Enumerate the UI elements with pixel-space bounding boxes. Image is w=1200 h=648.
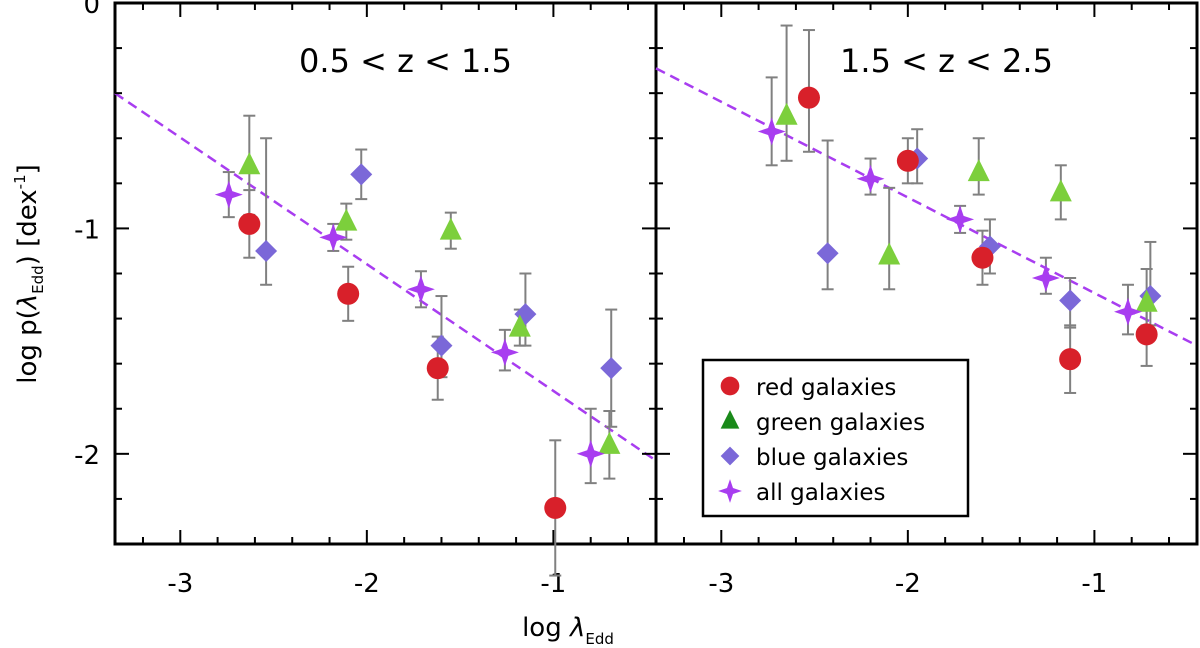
panel-2-point-blue xyxy=(816,242,839,265)
panel-2-point-all xyxy=(1114,297,1142,326)
panel-2-point-green xyxy=(967,159,990,182)
panel-1-frame xyxy=(113,1,658,546)
panel-1-point-green xyxy=(508,314,531,337)
panel-2-point-all xyxy=(757,117,786,146)
panel-2-point-all xyxy=(856,164,885,193)
panel-1-title: 0.5 < z < 1.5 xyxy=(299,42,512,80)
panel-2-point-red xyxy=(896,149,919,172)
x-axis-title: log λEdd xyxy=(522,613,614,644)
panel-1-point-green xyxy=(598,431,621,454)
panel-1-point-all xyxy=(490,338,519,367)
panel-1-point-green xyxy=(238,152,261,175)
panel-1-point-all xyxy=(214,180,243,209)
x-axis-title-symbol: λ xyxy=(568,613,585,643)
y-tick-label: -2 xyxy=(74,441,100,471)
legend-marker-all xyxy=(718,479,742,503)
panel-1-point-red xyxy=(426,357,449,380)
panel-2-x-tick-label: -1 xyxy=(1081,569,1107,599)
legend-marker-red xyxy=(720,376,740,396)
panel-2-point-all xyxy=(1031,264,1060,292)
panel-2-point-green xyxy=(1135,289,1158,312)
y-tick-label: -1 xyxy=(74,215,100,245)
panel-1-point-blue xyxy=(255,239,278,262)
panel-1-x-tick-label: -1 xyxy=(540,569,566,599)
panel-2-x-tick-label: -3 xyxy=(708,569,734,599)
panel-2-point-green xyxy=(1049,179,1072,202)
y-axis-title-symbol: λ xyxy=(13,294,43,311)
panel-2-x-tick-label: -2 xyxy=(895,569,921,599)
panel-1-point-green xyxy=(335,208,358,231)
x-axis-title-prefix: log xyxy=(522,613,570,643)
panel-2-point-blue xyxy=(1059,289,1082,312)
panel-1-point-green xyxy=(439,217,462,240)
legend: red galaxies green galaxies blue galaxies a… xyxy=(701,358,970,518)
panel-1-point-blue xyxy=(600,357,623,380)
panel-1-x-tick-label: -3 xyxy=(167,569,193,599)
panel-2-point-green xyxy=(775,102,798,125)
panel-2-point-red xyxy=(971,246,994,269)
panel-1-x-tick-label: -2 xyxy=(354,569,380,599)
panel-1-point-all xyxy=(576,439,605,468)
x-axis-title-subscript: Edd xyxy=(585,630,614,644)
panel-1-point-all xyxy=(319,223,348,252)
panel-2-point-red xyxy=(1135,323,1158,346)
y-axis-title-subscript: Edd xyxy=(29,265,47,294)
legend-label-green: green galaxies xyxy=(756,410,925,436)
legend-label-blue: blue galaxies xyxy=(756,445,908,471)
panel-2-fit-line xyxy=(655,67,1198,347)
legend-label-red: red galaxies xyxy=(756,375,896,401)
panel-2-title: 1.5 < z < 2.5 xyxy=(840,42,1053,80)
panel-2-point-green xyxy=(878,242,901,265)
y-axis-title: log p(λEdd) [dex-1] xyxy=(11,164,47,384)
panel-2-point-blue xyxy=(978,235,1001,258)
panel-2-point-red xyxy=(1059,348,1082,371)
legend-box xyxy=(701,358,970,518)
panel-1-fit-line xyxy=(114,92,657,462)
legend-label-all: all galaxies xyxy=(756,480,886,506)
panels-layer: -3 -2 -1 0 -1 -2 0.5 < z < 1.5 -3 -2 -1 1.5 < z < … xyxy=(74,0,1199,599)
panel-2-point-red xyxy=(797,86,820,109)
y-axis-title-suffix: ] xyxy=(13,164,43,174)
panel-1-point-blue xyxy=(430,334,453,357)
panel-1-point-blue xyxy=(350,163,373,186)
y-axis-title-prefix: log p( xyxy=(13,309,43,384)
y-axis-title-superscript: -1 xyxy=(11,174,29,189)
panel-2-point-all xyxy=(946,205,975,234)
legend-marker-blue xyxy=(720,446,740,466)
legend-marker-green xyxy=(720,409,740,429)
y-tick-label: 0 xyxy=(83,0,100,20)
panel-1-point-red xyxy=(544,496,567,519)
panel-1-point-red xyxy=(337,282,360,305)
y-axis-title-mid: ) [dex xyxy=(13,189,43,265)
panel-1-point-all xyxy=(406,275,435,304)
panel-1-point-red xyxy=(238,212,261,235)
